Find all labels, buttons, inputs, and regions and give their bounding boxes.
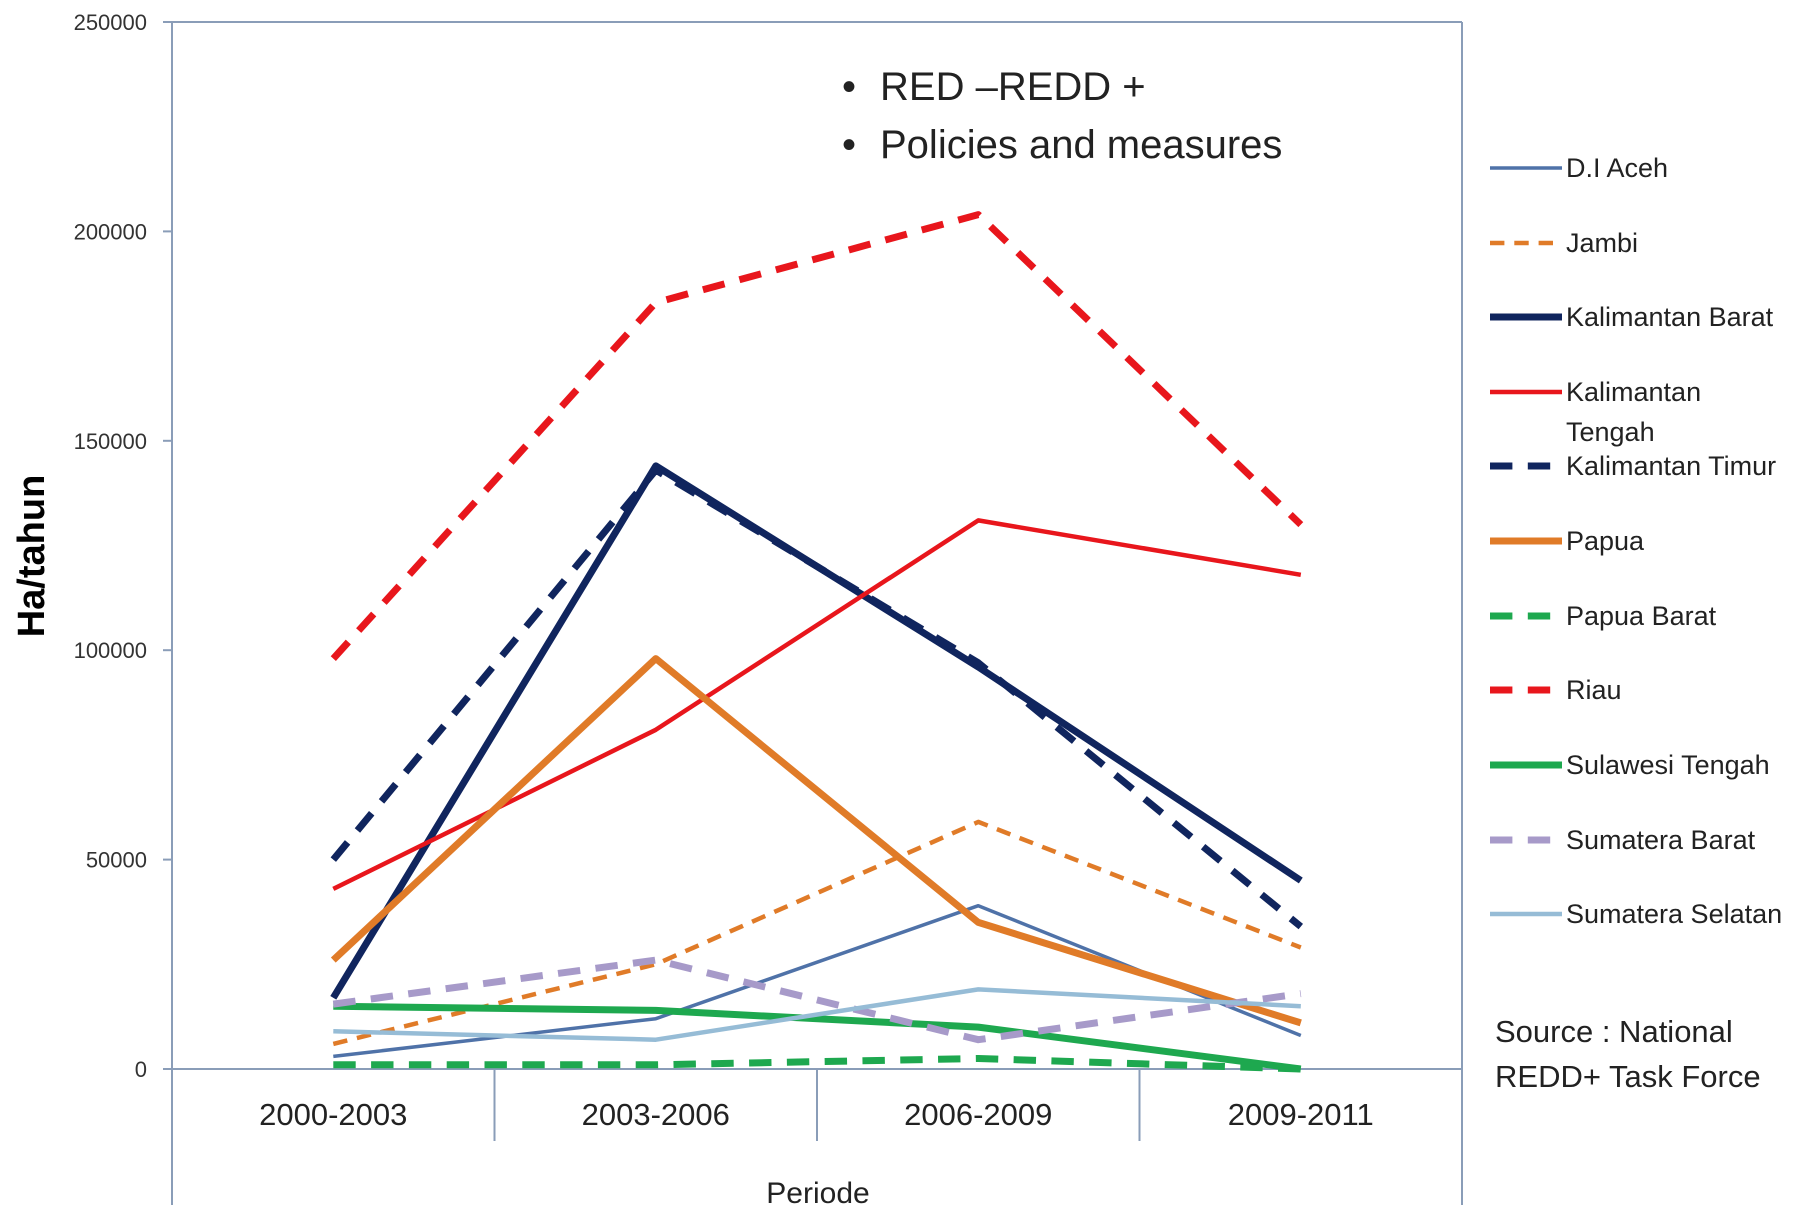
legend-item-d-i-aceh: D.I Aceh bbox=[1490, 153, 1668, 183]
note-bullet: • bbox=[842, 123, 856, 167]
plot-frame bbox=[171, 21, 1463, 1205]
y-tick-label: 250000 bbox=[74, 10, 147, 35]
x-tick-label: 2006-2009 bbox=[904, 1097, 1052, 1132]
legend-item-riau: Riau bbox=[1490, 675, 1622, 705]
note-bullet: • bbox=[842, 65, 856, 109]
x-tick-label: 2009-2011 bbox=[1228, 1097, 1374, 1132]
legend-item-jambi: Jambi bbox=[1490, 228, 1638, 258]
legend-item-sumatera-barat: Sumatera Barat bbox=[1490, 825, 1756, 855]
y-tick-label: 50000 bbox=[86, 848, 147, 873]
series-line-kalimantan-barat bbox=[330, 462, 1303, 1000]
legend-label: Sumatera Selatan bbox=[1566, 899, 1782, 929]
y-tick-label: 0 bbox=[135, 1057, 147, 1082]
y-axis-ticks: 0 50000 100000 150000 200000 250000 bbox=[74, 10, 172, 1082]
series-line-kalimantan-timur bbox=[330, 466, 1304, 930]
legend-label: Kalimantan Tengah bbox=[1566, 377, 1701, 447]
legend-item-kalimantan-timur: Kalimantan Timur bbox=[1490, 451, 1776, 481]
note-policies: Policies and measures bbox=[880, 123, 1282, 167]
legend-label: Sumatera Barat bbox=[1566, 825, 1756, 855]
legend-label: Kalimantan Timur bbox=[1566, 451, 1776, 481]
legend-item-papua-barat: Papua Barat bbox=[1490, 601, 1717, 631]
notes-block: • RED –REDD + • Policies and measures bbox=[842, 65, 1282, 167]
series-line-sumatera-barat bbox=[332, 956, 1302, 1044]
legend-label: Riau bbox=[1566, 675, 1622, 705]
x-tick-label: 2003-2006 bbox=[582, 1097, 730, 1132]
legend-item-kalimantan-tengah: Kalimantan Tengah bbox=[1490, 377, 1701, 447]
legend-label: Sulawesi Tengah bbox=[1566, 750, 1770, 780]
note-red-redd: RED –REDD + bbox=[880, 65, 1146, 109]
y-axis-title: Ha/tahun bbox=[11, 475, 53, 638]
y-tick-label: 200000 bbox=[74, 219, 147, 244]
legend-label: Jambi bbox=[1566, 228, 1638, 258]
source-line-2: REDD+ Task Force bbox=[1495, 1059, 1761, 1094]
legend-item-sumatera-selatan: Sumatera Selatan bbox=[1490, 899, 1782, 929]
series-line-sumatera-selatan bbox=[333, 987, 1301, 1042]
series-line-papua-barat bbox=[333, 1055, 1301, 1073]
legend-label: Kalimantan Barat bbox=[1566, 302, 1774, 332]
legend-label: D.I Aceh bbox=[1566, 153, 1668, 183]
legend-label: Papua Barat bbox=[1566, 601, 1717, 631]
series-line-sulawesi-tengah bbox=[333, 1002, 1302, 1073]
x-tick-label: 2000-2003 bbox=[259, 1097, 407, 1132]
y-tick-label: 150000 bbox=[74, 429, 147, 454]
legend-label: Papua bbox=[1566, 526, 1645, 556]
series-line-riau bbox=[330, 211, 1304, 661]
source-line-1: Source : National bbox=[1495, 1014, 1733, 1049]
legend-item-kalimantan-barat: Kalimantan Barat bbox=[1490, 302, 1774, 332]
series-line-jambi bbox=[332, 819, 1302, 1047]
x-axis-ticks: 2000-2003 2003-2006 2006-2009 2009-2011 bbox=[259, 1069, 1374, 1141]
series-line-papua bbox=[330, 655, 1302, 1027]
legend-item-papua: Papua bbox=[1490, 526, 1645, 556]
source-note: Source : National REDD+ Task Force bbox=[1495, 1014, 1761, 1094]
series-line-kalimantan-tengah bbox=[332, 518, 1302, 891]
y-tick-label: 100000 bbox=[74, 638, 147, 663]
legend: D.I Aceh Jambi Kalimantan Barat Kalimantan T… bbox=[1490, 153, 1782, 929]
series-lines bbox=[330, 211, 1304, 1073]
legend-item-sulawesi-tengah: Sulawesi Tengah bbox=[1490, 750, 1770, 780]
x-axis-title: Periode bbox=[766, 1177, 869, 1205]
